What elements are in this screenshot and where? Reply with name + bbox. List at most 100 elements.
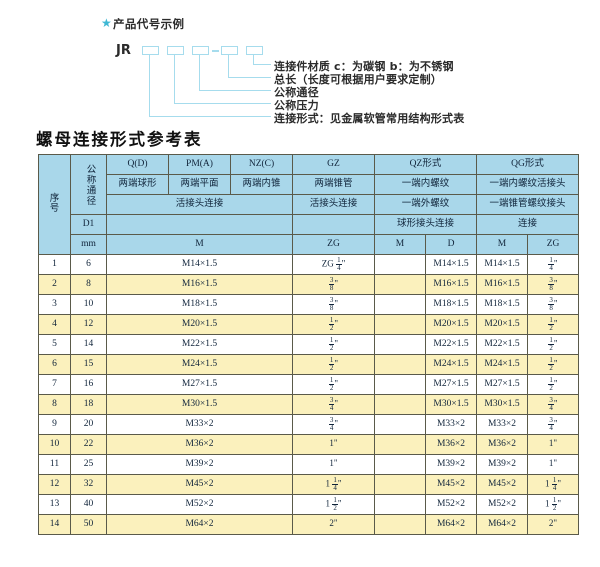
table-row: 7 16 M27×1.5 1 2 " M27×1.5 M27×1.5 1 2 " xyxy=(38,374,580,395)
cell-gz-zg: 2" xyxy=(292,514,375,535)
cell-qg-m: M24×1.5 xyxy=(476,354,529,375)
header-group-pma: PM(A) xyxy=(168,154,231,175)
cell-serial: 4 xyxy=(38,314,71,335)
cell-serial: 13 xyxy=(38,494,71,515)
cell-d1: 12 xyxy=(70,314,107,335)
cell-qz-d: M20×1.5 xyxy=(424,314,478,335)
header-group-qz: QZ形式 xyxy=(373,154,478,175)
code-label-connection-type: 连接形式：见金属软管常用结构形式表 xyxy=(274,112,465,125)
header-unit-qg-zg: ZG xyxy=(527,234,580,255)
cell-thread-m: M14×1.5 xyxy=(106,254,293,275)
cell-qg-m: M39×2 xyxy=(476,454,529,475)
code-box-3 xyxy=(192,46,209,55)
cell-qg-m: M18×1.5 xyxy=(476,294,529,315)
leader-line-h-1 xyxy=(149,116,271,118)
code-label-nominal-dia: 公称通径 xyxy=(274,86,319,99)
cell-d1: 6 xyxy=(70,254,107,275)
table-row: 5 14 M22×1.5 1 2 " M22×1.5 M22×1.5 1 2 " xyxy=(38,334,580,355)
cell-qg-m: M52×2 xyxy=(476,494,529,515)
cell-d1: 8 xyxy=(70,274,107,295)
cell-qg-zg: 1" xyxy=(527,454,580,475)
cell-serial: 10 xyxy=(38,434,71,455)
header-desc-nzc: 两端内锥 xyxy=(230,174,293,195)
cell-thread-m: M64×2 xyxy=(106,514,293,535)
header-unit-mm: mm xyxy=(70,234,107,255)
cell-qz-d: M45×2 xyxy=(424,474,478,495)
header-group-nzc: NZ(C) xyxy=(230,154,293,175)
cell-d1: 16 xyxy=(70,374,107,395)
cell-serial: 11 xyxy=(38,454,71,475)
cell-qg-zg: 3 8 " xyxy=(527,274,580,295)
cell-thread-m: M16×1.5 xyxy=(106,274,293,295)
cell-serial: 12 xyxy=(38,474,71,495)
cell-thread-m: M24×1.5 xyxy=(106,354,293,375)
header-row-desc1: 两端球形 两端平面 两端内锥 两端锥管 一端内螺纹 一端内螺纹活接头 xyxy=(39,174,580,195)
code-label-total-length: 总长（长度可根据用户要求定制） xyxy=(274,73,442,86)
cell-thread-m: M18×1.5 xyxy=(106,294,293,315)
cell-qz-m xyxy=(374,414,426,435)
cell-qg-m: M16×1.5 xyxy=(476,274,529,295)
cell-gz-zg: 1 1 2 " xyxy=(292,494,375,515)
cell-qg-zg: 1 4 " xyxy=(527,254,580,275)
code-box-5 xyxy=(246,46,263,55)
leader-line-v-5 xyxy=(253,55,255,64)
header-group-qg: QG形式 xyxy=(476,154,580,175)
header-group-gz: GZ xyxy=(292,154,375,175)
header-desc-gz: 两端锥管 xyxy=(292,174,375,195)
cell-d1: 22 xyxy=(70,434,107,455)
cell-d1: 10 xyxy=(70,294,107,315)
cell-qz-m xyxy=(374,314,426,335)
cell-serial: 14 xyxy=(38,514,71,535)
header-blank-gz xyxy=(292,214,375,235)
header-desc-qz-3: 球形接头连接 xyxy=(373,214,478,235)
cell-qz-m xyxy=(374,294,426,315)
code-label-nominal-pressure: 公称压力 xyxy=(274,99,319,112)
leader-line-v-1 xyxy=(149,55,151,116)
table-row: 13 40 M52×2 1 1 2 " M52×2 M52×2 1 1 2 " xyxy=(38,494,580,515)
cell-qz-m xyxy=(374,274,426,295)
cell-qg-m: M20×1.5 xyxy=(476,314,529,335)
header-desc-qg-3: 连接 xyxy=(476,214,580,235)
cell-thread-m: M30×1.5 xyxy=(106,394,293,415)
cell-qz-d: M27×1.5 xyxy=(424,374,478,395)
cell-d1: 25 xyxy=(70,454,107,475)
cell-gz-zg: 1 2 " xyxy=(292,374,375,395)
cell-d1: 15 xyxy=(70,354,107,375)
header-joint-left: 活接头连接 xyxy=(106,194,293,215)
header-desc-qz-1: 一端内螺纹 xyxy=(373,174,478,195)
leader-line-h-2 xyxy=(174,103,271,105)
cell-gz-zg: 3 4 " xyxy=(292,414,375,435)
cell-qz-m xyxy=(374,354,426,375)
spec-table-container: 序号 公称通径 Q(D) PM(A) NZ(C) GZ QZ形式 QG形式 两端… xyxy=(38,154,580,535)
cell-qz-d: M24×1.5 xyxy=(424,354,478,375)
cell-qz-d: M14×1.5 xyxy=(424,254,478,275)
cell-thread-m: M52×2 xyxy=(106,494,293,515)
header-row-d1: D1 球形接头连接 连接 xyxy=(39,214,580,235)
leader-line-h-3 xyxy=(199,90,271,92)
cell-qz-m xyxy=(374,514,426,535)
cell-qg-m: M27×1.5 xyxy=(476,374,529,395)
cell-thread-m: M27×1.5 xyxy=(106,374,293,395)
header-unit-qz-d: D xyxy=(424,234,478,255)
table-row: 12 32 M45×2 1 1 4 " M45×2 M45×2 1 1 4 " xyxy=(38,474,580,495)
code-prefix: JR xyxy=(116,43,131,58)
header-desc-qd: 两端球形 xyxy=(106,174,169,195)
cell-gz-zg: 1" xyxy=(292,434,375,455)
cell-serial: 3 xyxy=(38,294,71,315)
cell-serial: 1 xyxy=(38,254,71,275)
cell-serial: 9 xyxy=(38,414,71,435)
code-label-material: 连接件材质 c：为碳钢 b：为不锈钢 xyxy=(274,60,454,73)
code-box-1 xyxy=(142,46,159,55)
header-group-qd: Q(D) xyxy=(106,154,169,175)
header-nominal-dia: 公称通径 xyxy=(70,154,107,215)
cell-qg-m: M14×1.5 xyxy=(476,254,529,275)
nut-connection-spec-table: 序号 公称通径 Q(D) PM(A) NZ(C) GZ QZ形式 QG形式 两端… xyxy=(38,154,580,535)
cell-qz-d: M36×2 xyxy=(424,434,478,455)
cell-gz-zg: 1" xyxy=(292,454,375,475)
cell-qg-zg: 3 4 " xyxy=(527,414,580,435)
header-unit-m: M xyxy=(106,234,293,255)
table-row: 14 50 M64×2 2" M64×2 M64×2 2" xyxy=(38,514,580,535)
header-unit-qz-m: M xyxy=(374,234,426,255)
leader-line-h-4 xyxy=(228,77,271,79)
cell-d1: 50 xyxy=(70,514,107,535)
